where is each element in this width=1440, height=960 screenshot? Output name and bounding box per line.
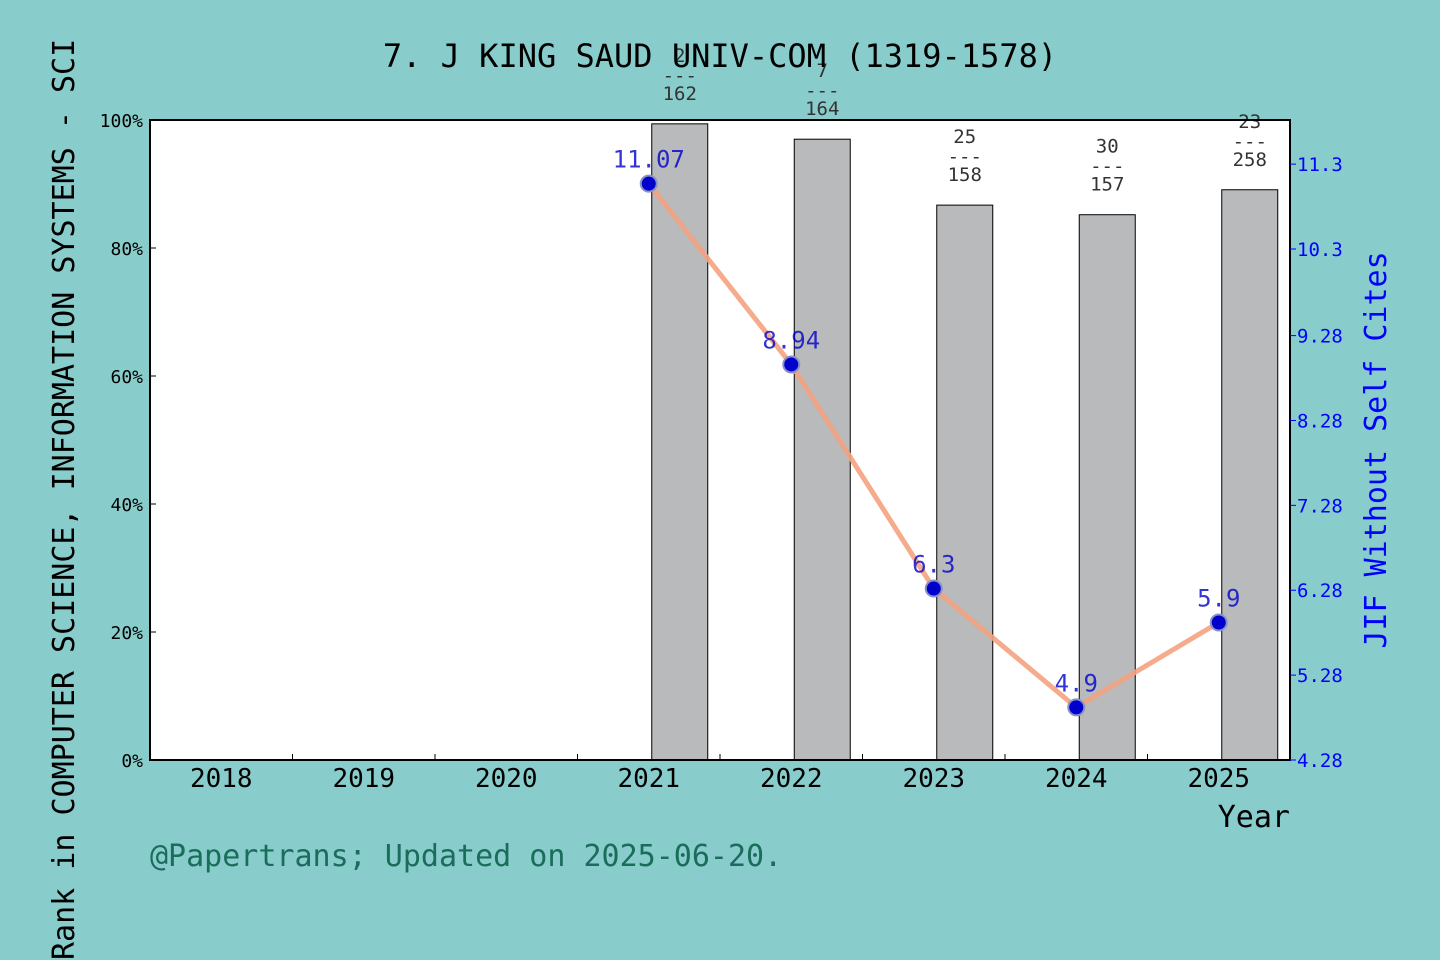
bar-label-top: 7 — [817, 60, 828, 82]
bar — [1078, 214, 1136, 761]
x-tick-label: 2022 — [760, 764, 823, 794]
y-tick-label: 0% — [121, 751, 143, 772]
y-tick-label: 60% — [110, 367, 143, 388]
bar-label-top: 2 — [674, 45, 685, 67]
y2-tick-label: 9.28 — [1297, 326, 1343, 348]
y-tick-label: 80% — [110, 239, 143, 260]
bar-label-bottom: 157 — [1090, 174, 1124, 196]
bar — [1221, 189, 1279, 761]
bar-label-bottom: 158 — [948, 164, 982, 186]
y2-tick-label: 11.3 — [1297, 154, 1343, 176]
jif-point-label: 8.94 — [762, 326, 820, 354]
jif-point — [924, 579, 943, 598]
bar — [793, 138, 851, 761]
y2-tick-label: 6.28 — [1297, 580, 1343, 602]
bar-label-sep: --- — [805, 80, 839, 102]
y2-axis-label: JIF Without Self Cites — [1359, 251, 1394, 648]
bar-label-sep: --- — [948, 146, 982, 168]
jif-point — [1209, 613, 1228, 632]
jif-point-label: 11.07 — [613, 146, 685, 174]
bar-label-top: 25 — [953, 126, 976, 148]
jif-point — [1067, 698, 1086, 717]
bar-label-top: 23 — [1238, 111, 1261, 133]
jif-point — [639, 174, 658, 193]
x-tick-label: 2024 — [1045, 764, 1108, 794]
jif-point-label: 6.3 — [912, 551, 955, 579]
jif-point-label: 4.9 — [1055, 669, 1098, 697]
y-axis-label: Rank in COMPUTER SCIENCE, INFORMATION SY… — [47, 39, 82, 960]
x-tick-label: 2025 — [1187, 764, 1250, 794]
bar-label-sep: --- — [663, 65, 697, 87]
y-tick-label: 100% — [100, 111, 144, 132]
x-tick-label: 2023 — [902, 764, 965, 794]
x-tick-label: 2019 — [332, 764, 395, 794]
x-tick-label: 2020 — [475, 764, 538, 794]
jif-point — [782, 355, 801, 374]
bar — [651, 123, 709, 761]
y-tick-label: 20% — [110, 623, 143, 644]
bar-label-bottom: 162 — [663, 83, 697, 105]
bar-label-bottom: 164 — [805, 98, 839, 120]
y-tick-label: 40% — [110, 495, 143, 516]
bar-label-sep: --- — [1090, 156, 1124, 178]
bar — [936, 204, 994, 761]
y2-tick-label: 5.28 — [1297, 665, 1343, 687]
chart-title: 7. J KING SAUD UNIV-COM (1319-1578) — [383, 37, 1057, 75]
y2-tick-label: 4.28 — [1297, 750, 1343, 772]
footer-note: @Papertrans; Updated on 2025-06-20. — [150, 839, 782, 874]
bar-label-bottom: 258 — [1233, 149, 1267, 171]
bar-label-top: 30 — [1096, 136, 1119, 158]
bar-label-sep: --- — [1233, 131, 1267, 153]
y2-tick-label: 7.28 — [1297, 495, 1343, 517]
x-axis-label: Year — [1218, 800, 1290, 835]
y2-tick-label: 8.28 — [1297, 410, 1343, 432]
y2-tick-label: 10.3 — [1297, 239, 1343, 261]
x-tick-label: 2018 — [190, 764, 253, 794]
x-tick-label: 2021 — [617, 764, 680, 794]
jif-point-label: 5.9 — [1197, 584, 1240, 612]
